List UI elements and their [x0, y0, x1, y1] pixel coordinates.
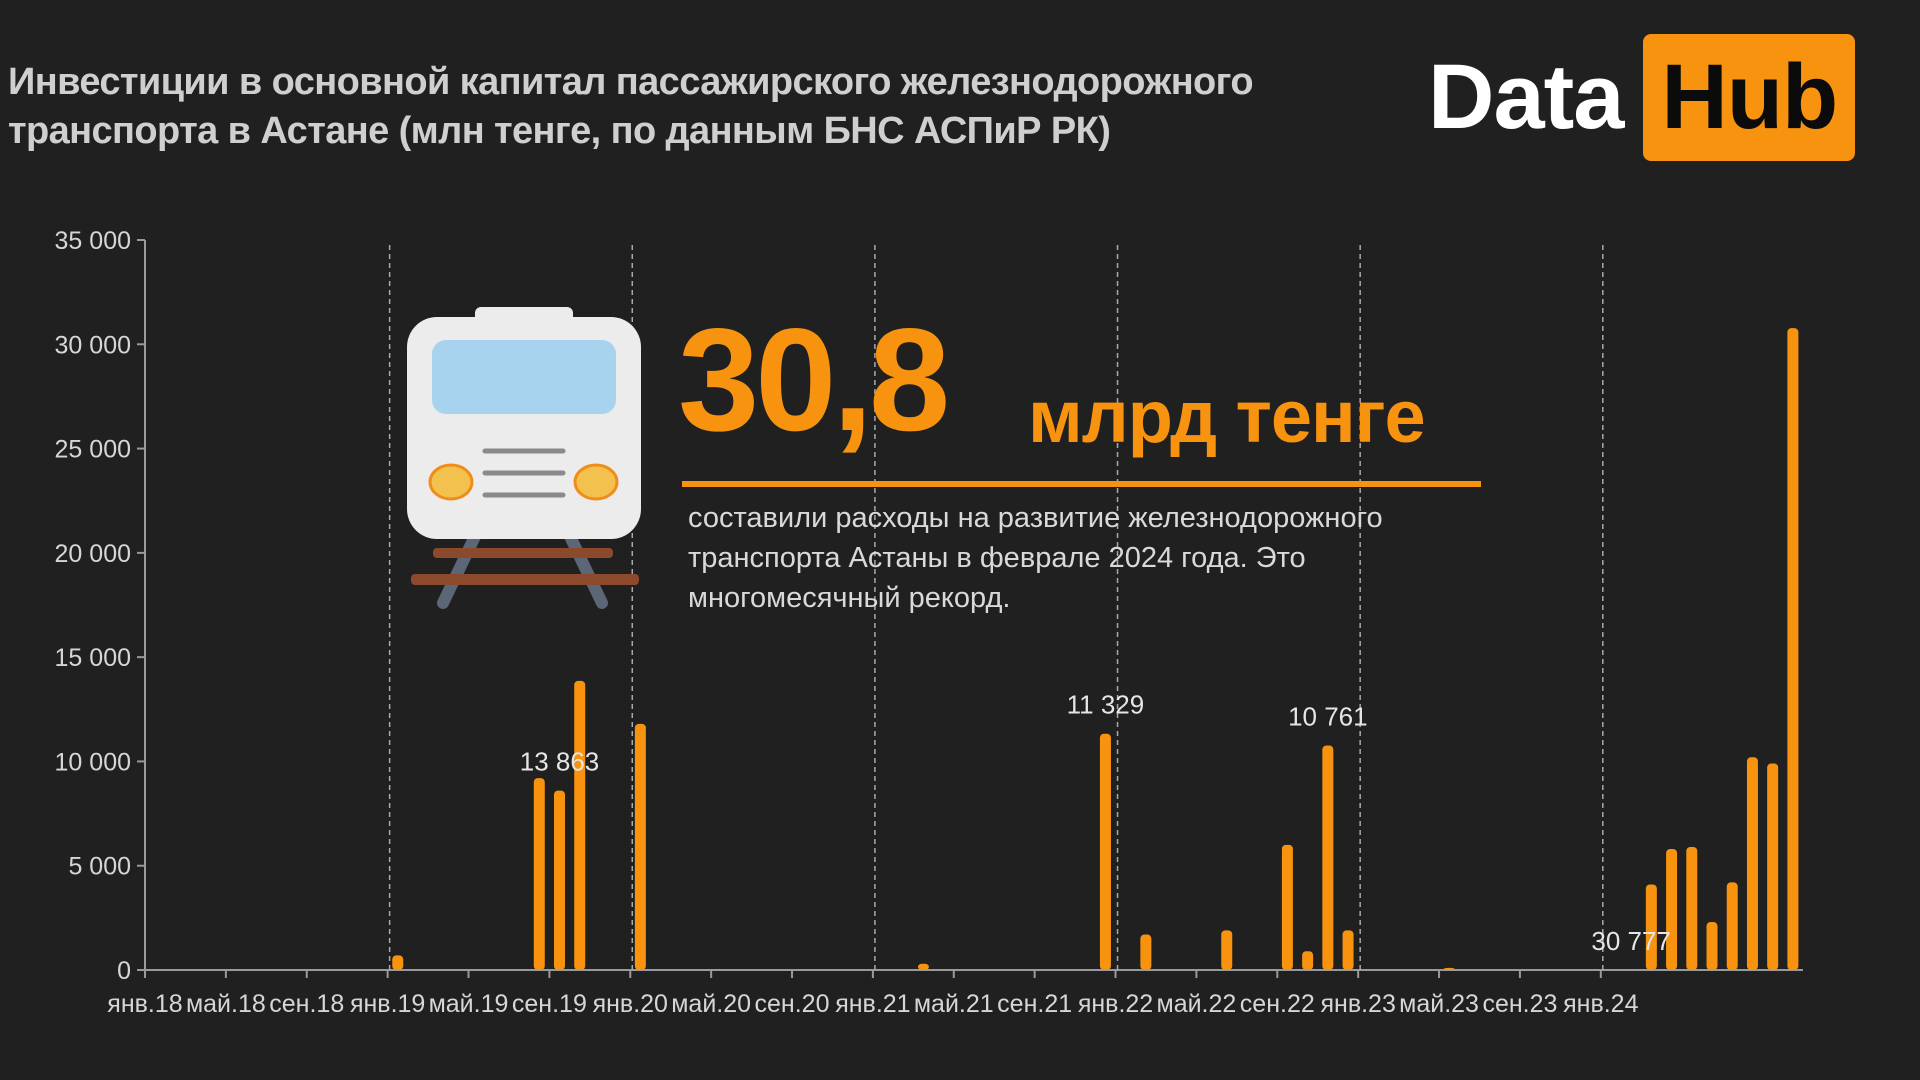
- x-tick-label: май.19: [429, 990, 509, 1018]
- y-tick-label: 20 000: [55, 540, 131, 568]
- chart-title: Инвестиции в основной капитал пассажирск…: [8, 58, 1348, 156]
- bar: [1746, 757, 1758, 970]
- y-tick-label: 35 000: [55, 227, 131, 255]
- callout-divider: [682, 481, 1481, 487]
- y-tick-label: 30 000: [55, 331, 131, 359]
- callout-value: 30,8: [678, 298, 950, 461]
- data-label: 30 777: [1591, 926, 1671, 956]
- x-tick-label: янв.23: [1320, 990, 1395, 1018]
- bar: [634, 723, 646, 970]
- x-tick-label: май.21: [914, 990, 994, 1018]
- bar: [574, 680, 586, 970]
- x-tick-label: сен.21: [997, 990, 1072, 1018]
- bar: [1221, 930, 1233, 970]
- x-tick-label: май.18: [186, 990, 266, 1018]
- x-tick-label: янв.20: [593, 990, 668, 1018]
- bar: [1686, 846, 1698, 970]
- x-tick-label: янв.18: [107, 990, 182, 1018]
- x-tick-label: май.22: [1157, 990, 1237, 1018]
- x-tick-label: янв.19: [350, 990, 425, 1018]
- x-tick-label: сен.22: [1240, 990, 1315, 1018]
- bar: [1666, 849, 1678, 970]
- bar: [392, 955, 404, 970]
- x-tick-label: май.23: [1399, 990, 1479, 1018]
- bar: [554, 790, 565, 970]
- datahub-logo: Data Hub: [1428, 34, 1856, 161]
- data-label: 13 863: [520, 747, 600, 777]
- x-tick-label: янв.21: [835, 990, 910, 1018]
- x-tick-label: сен.23: [1482, 990, 1557, 1018]
- x-tick-label: сен.20: [755, 990, 830, 1018]
- y-tick-label: 10 000: [55, 748, 131, 776]
- x-tick-label: сен.18: [269, 990, 344, 1018]
- y-tick-label: 25 000: [55, 436, 131, 464]
- bar: [1726, 882, 1738, 970]
- bar: [1443, 967, 1455, 970]
- bar: [1099, 733, 1111, 970]
- train-icon: [403, 303, 643, 618]
- bar: [1281, 844, 1293, 970]
- logo-hub-badge: Hub: [1643, 34, 1856, 161]
- callout-unit: млрд тенге: [1028, 375, 1426, 458]
- bar: [1302, 951, 1314, 970]
- bar: [1706, 922, 1718, 970]
- data-label: 11 329: [1067, 690, 1145, 720]
- bar: [1787, 328, 1799, 970]
- bar: [1140, 934, 1152, 970]
- y-tick-label: 15 000: [55, 644, 131, 672]
- bar: [1645, 884, 1657, 970]
- bar: [1322, 745, 1334, 970]
- y-tick-label: 0: [117, 957, 131, 985]
- bar: [1342, 930, 1354, 970]
- title-line-1: Инвестиции в основной капитал пассажирск…: [8, 61, 1254, 103]
- callout-description: составили расходы на развитие железнодор…: [688, 502, 1383, 614]
- x-tick-label: сен.19: [512, 990, 587, 1018]
- x-tick-label: янв.22: [1078, 990, 1153, 1018]
- title-line-2: транспорта в Астане (млн тенге, по данны…: [8, 110, 1111, 152]
- x-tick-label: янв.24: [1563, 990, 1638, 1018]
- bar: [917, 963, 929, 970]
- logo-data-text: Data: [1428, 46, 1624, 148]
- x-tick-label: май.20: [671, 990, 751, 1018]
- y-tick-label: 5 000: [68, 853, 131, 881]
- data-label: 10 761: [1288, 702, 1368, 732]
- bar: [533, 778, 545, 970]
- bar: [1767, 763, 1779, 970]
